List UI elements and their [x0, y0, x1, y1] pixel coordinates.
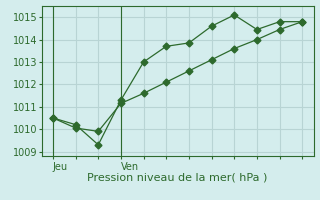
Text: Jeu: Jeu — [53, 162, 68, 172]
X-axis label: Pression niveau de la mer( hPa ): Pression niveau de la mer( hPa ) — [87, 173, 268, 183]
Text: Ven: Ven — [121, 162, 139, 172]
